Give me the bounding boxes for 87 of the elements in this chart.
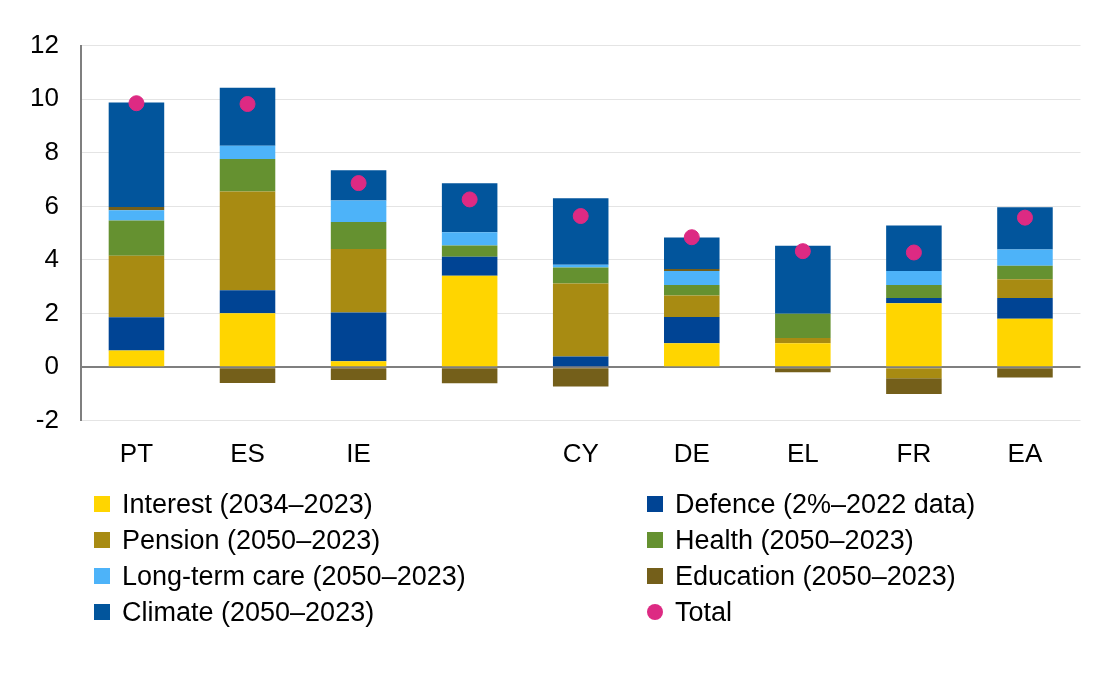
bar xyxy=(886,298,942,304)
x-tick-label: IE xyxy=(346,437,371,468)
y-tick-label: 0 xyxy=(44,350,59,381)
legend-label: Education (2050–2023) xyxy=(675,560,956,592)
bar xyxy=(441,245,498,257)
bar xyxy=(330,249,387,313)
bar xyxy=(664,343,720,367)
bar xyxy=(219,368,276,384)
bar xyxy=(219,145,276,159)
point xyxy=(794,243,811,260)
x-tick-label: PT xyxy=(119,437,154,468)
bar xyxy=(997,265,1053,280)
bar xyxy=(775,368,831,373)
bar xyxy=(664,295,720,318)
x-tick-label: DE xyxy=(673,437,710,468)
bar xyxy=(330,368,387,381)
bar xyxy=(886,225,942,271)
bar xyxy=(552,264,609,268)
point xyxy=(683,229,700,246)
legend-label: Pension (2050–2023) xyxy=(122,524,381,556)
bar xyxy=(441,232,498,246)
legend-label: Climate (2050–2023) xyxy=(122,596,375,628)
legend-label: Defence (2%–2022 data) xyxy=(675,488,976,520)
bar xyxy=(330,221,387,250)
x-tick-label: CY xyxy=(562,437,599,468)
bar xyxy=(886,303,942,367)
legend-label: Long-term care (2050–2023) xyxy=(122,560,466,592)
bar xyxy=(886,270,942,285)
bar xyxy=(552,368,609,387)
bar xyxy=(997,368,1053,378)
point xyxy=(239,96,256,113)
legend-label: Interest (2034–2023) xyxy=(122,488,373,520)
bar xyxy=(108,210,165,221)
bar xyxy=(552,283,609,357)
bar xyxy=(997,318,1053,367)
y-tick-label: 2 xyxy=(44,296,59,327)
bar xyxy=(552,198,609,265)
bar xyxy=(441,368,498,384)
bar xyxy=(219,313,276,367)
bar xyxy=(664,317,720,344)
bar xyxy=(664,237,720,270)
bar xyxy=(886,378,942,394)
x-tick-label: EA xyxy=(1007,437,1043,468)
y-tick-label: 10 xyxy=(30,82,59,113)
bar xyxy=(664,270,720,285)
bar xyxy=(997,279,1053,299)
y-tick-label: 12 xyxy=(30,28,59,59)
bar xyxy=(108,220,165,256)
bar xyxy=(775,337,831,344)
bar xyxy=(108,102,165,207)
bar xyxy=(108,350,165,367)
bar xyxy=(775,343,831,367)
legend-label: Health (2050–2023) xyxy=(675,524,914,556)
bar xyxy=(886,284,942,299)
y-tick-label: 8 xyxy=(44,135,59,166)
bar xyxy=(664,284,720,296)
bar xyxy=(108,206,165,211)
bar xyxy=(775,245,831,314)
y-tick-label: -2 xyxy=(35,403,59,434)
point xyxy=(572,208,589,225)
bar xyxy=(997,249,1053,266)
y-tick-label: 4 xyxy=(44,243,59,274)
bar xyxy=(330,361,387,367)
bar xyxy=(330,200,387,222)
y-tick-label: 6 xyxy=(44,189,59,220)
x-tick-label: FR xyxy=(896,437,932,468)
bar xyxy=(441,256,498,276)
bar xyxy=(552,356,609,367)
bar xyxy=(997,298,1053,319)
bar xyxy=(219,158,276,192)
bar xyxy=(441,275,498,367)
point xyxy=(128,95,145,112)
bar xyxy=(775,313,831,338)
point xyxy=(1016,209,1033,226)
bar xyxy=(108,317,165,351)
bar xyxy=(330,312,387,362)
x-tick-label: ES xyxy=(230,437,265,468)
bar xyxy=(552,267,609,284)
bar xyxy=(219,87,276,146)
bar xyxy=(441,183,498,233)
x-tick-label: EL xyxy=(786,437,819,468)
bar xyxy=(886,368,942,379)
bar xyxy=(219,191,276,291)
bar xyxy=(108,255,165,318)
legend-label: Total xyxy=(675,596,733,628)
bar xyxy=(219,290,276,314)
bar xyxy=(997,207,1053,250)
